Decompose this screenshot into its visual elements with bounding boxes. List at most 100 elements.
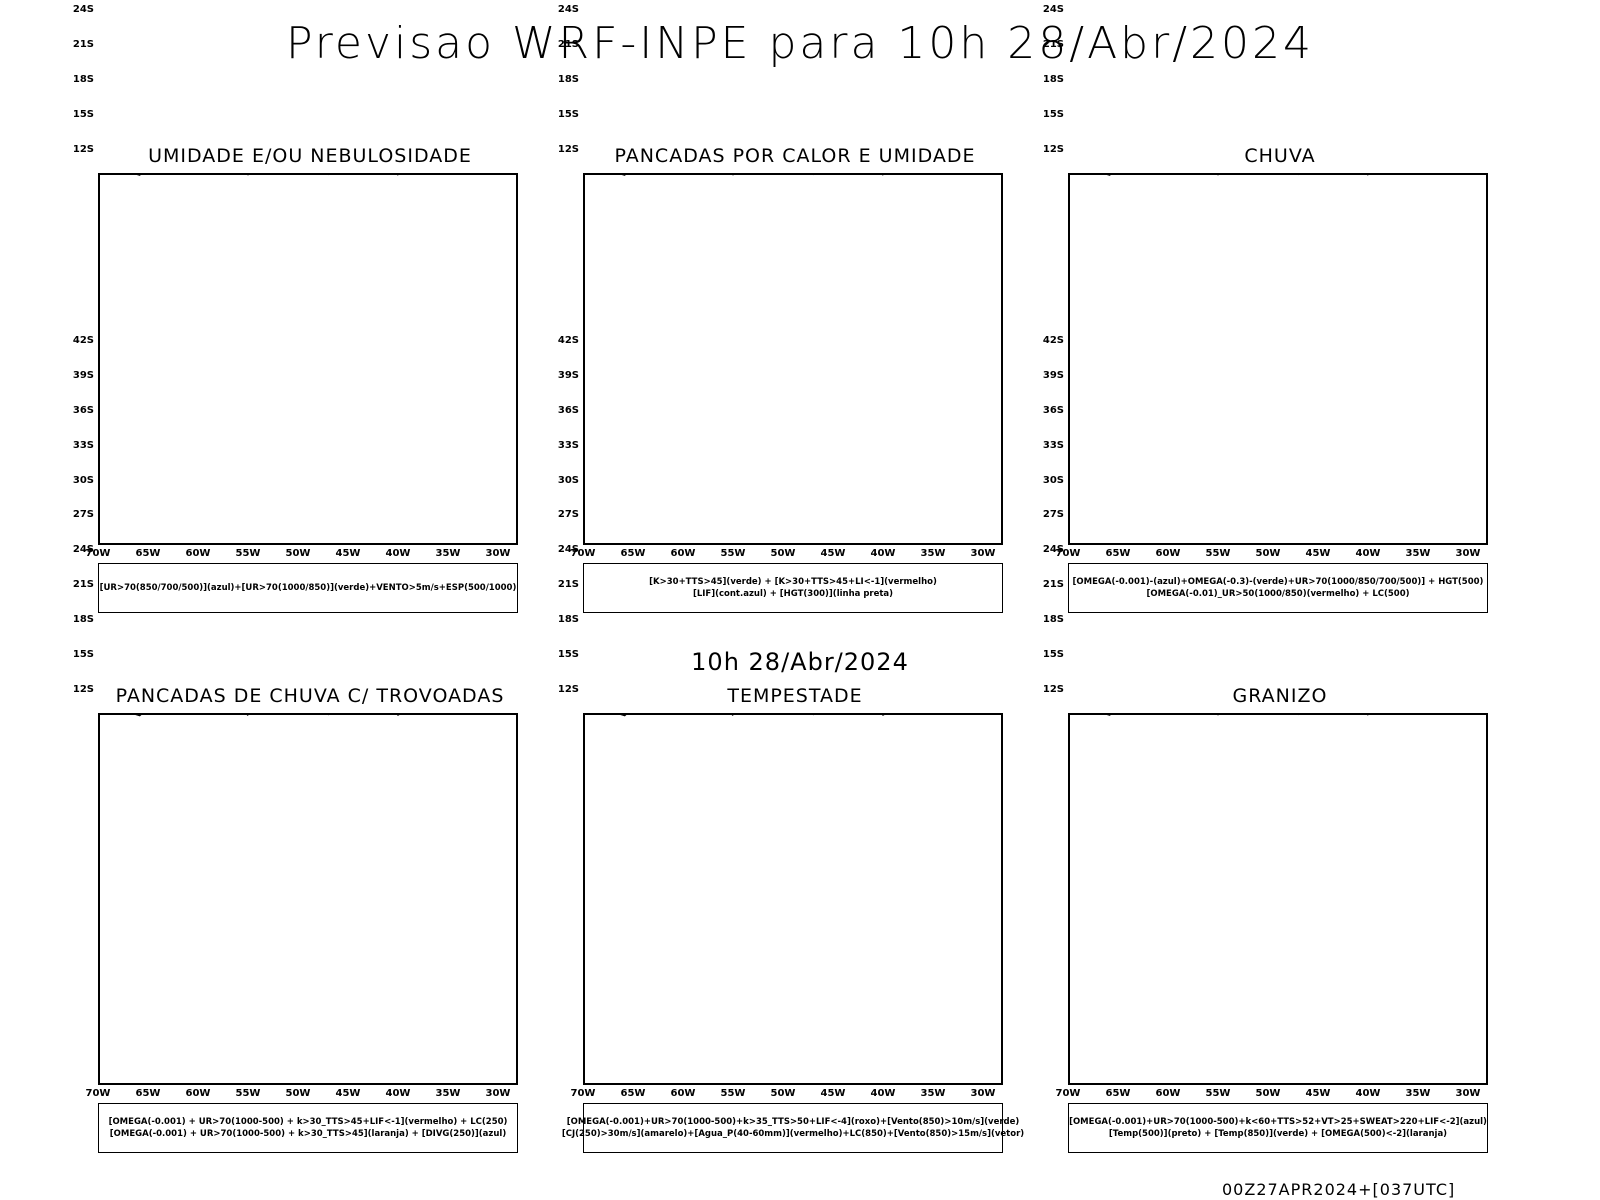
legend-line: [OMEGA(-0.001)-(azul)+OMEGA(-0.3)-(verde… (1072, 577, 1484, 587)
lon-label: 65W (1105, 548, 1131, 559)
lat-label: 33S (1042, 439, 1064, 451)
lon-label: 60W (185, 548, 211, 559)
panel-title: CHUVA (1244, 145, 1316, 167)
lat-label: 21S (1042, 579, 1064, 591)
panel-title: TEMPESTADE (727, 685, 863, 707)
lat-label: 12S (1042, 143, 1064, 155)
lat-label: 18S (557, 614, 579, 625)
lon-label: 30W (1455, 1088, 1481, 1099)
forecast-map: 4045505560 (583, 713, 1003, 1085)
lat-label: 24S (1042, 4, 1064, 16)
lon-label: 50W (285, 1088, 311, 1099)
legend-line: [LIF](cont.azul) + [HGT(300)](linha pret… (692, 589, 894, 599)
lat-label: 12S (557, 683, 579, 695)
lat-label: 27S (72, 509, 94, 521)
lat-label: 30S (557, 474, 579, 486)
lat-label: 18S (557, 74, 579, 85)
lon-label: 60W (1155, 548, 1181, 559)
lon-label: 65W (135, 1088, 161, 1099)
lon-label: 30W (970, 548, 996, 559)
lat-label: 36S (1042, 404, 1064, 416)
lon-label: 30W (485, 548, 511, 559)
panel-umidade: UMIDADE E/OU NEBULOSIDADE 101210161012100… (60, 4, 560, 635)
legend-box: [OMEGA(-0.001)+UR>70(1000-500)+k>35_TTS>… (562, 1103, 1024, 1153)
lat-label: 42S (557, 335, 579, 346)
lon-label: 30W (970, 1088, 996, 1099)
lat-label: 24S (557, 4, 579, 16)
map-svg: 4045505560 (620, 715, 885, 717)
lat-label: 21S (72, 579, 94, 591)
panel-pancadas-trovoadas: PANCADAS DE CHUVA C/ TROVOADAS 12S 15S 18S 2… (60, 335, 560, 1175)
lon-label: 45W (335, 1088, 361, 1099)
panel-title: GRANIZO (1232, 685, 1328, 707)
legend-box: [OMEGA(-0.001)+UR>70(1000-500)+k<60+TTS>… (1068, 1103, 1488, 1153)
panel-title: PANCADAS POR CALOR E UMIDADE (614, 145, 976, 167)
lon-label: 70W (570, 1088, 596, 1099)
lon-label: 40W (870, 548, 896, 559)
panel-title: UMIDADE E/OU NEBULOSIDADE (148, 145, 472, 167)
main-title: Previsao WRF-INPE para 10h 28/Abr/2024 (285, 18, 1314, 69)
lon-label: 55W (1205, 1088, 1231, 1099)
lon-label: 55W (235, 548, 261, 559)
lon-label: 70W (85, 548, 111, 559)
lat-label: 15S (1042, 108, 1064, 120)
lat-label: 36S (557, 404, 579, 416)
lon-label: 60W (185, 1088, 211, 1099)
run-timestamp: 00Z27APR2024+[037UTC] (1222, 1180, 1456, 1199)
lon-label: 70W (85, 1088, 111, 1099)
map-svg: -9-12-15151812 (1106, 715, 1369, 716)
map-svg (135, 715, 400, 717)
lon-label: 35W (435, 1088, 461, 1099)
lat-label: 21S (557, 579, 579, 591)
forecast-map: 5855825795765735705675645615585555525495… (1068, 173, 1488, 545)
lat-label: 36S (72, 404, 94, 416)
lon-label: 40W (385, 548, 411, 559)
legend-line: [OMEGA(-0.001)+UR>70(1000-500)+k<60+TTS>… (1069, 1117, 1487, 1127)
lat-label: 21S (72, 39, 94, 51)
legend-line: [CJ(250)>30m/s](amarelo)+[Agua_P(40-60mm… (561, 1129, 1025, 1139)
legend-box: [OMEGA(-0.001)-(azul)+OMEGA(-0.3)-(verde… (1068, 563, 1488, 613)
lon-label: 55W (1205, 548, 1231, 559)
panel-title: PANCADAS DE CHUVA C/ TROVOADAS (115, 685, 505, 707)
map-svg: 9600952094409360928092009120904096809680… (621, 175, 884, 176)
lat-label: 15S (72, 108, 94, 120)
forecast-map: -9-12-15151812 (1068, 713, 1488, 1085)
lat-label: 39S (1042, 369, 1064, 381)
lon-label: 65W (135, 548, 161, 559)
lon-label: 30W (1455, 548, 1481, 559)
lon-label: 45W (820, 1088, 846, 1099)
legend-box: [UR>70(850/700/500)](azul)+[UR>70(1000/8… (98, 563, 518, 613)
lon-label: 65W (620, 1088, 646, 1099)
lon-label: 35W (1405, 1088, 1431, 1099)
lat-label: 30S (72, 474, 94, 486)
lon-label: 45W (335, 548, 361, 559)
lat-label: 24S (72, 544, 94, 556)
legend-line: [UR>70(850/700/500)](azul)+[UR>70(1000/8… (99, 583, 517, 593)
lon-label: 55W (235, 1088, 261, 1099)
lon-label: 45W (1305, 548, 1331, 559)
lon-label: 35W (920, 548, 946, 559)
lat-label: 27S (1042, 509, 1064, 521)
lon-label: 55W (720, 548, 746, 559)
lat-label: 18S (72, 74, 94, 85)
lat-label: 15S (1042, 648, 1064, 660)
lon-label: 50W (770, 1088, 796, 1099)
lon-label: 60W (1155, 1088, 1181, 1099)
legend-line: [OMEGA(-0.001) + UR>70(1000-500) + k>30_… (109, 1129, 507, 1139)
legend-line: [OMEGA(-0.001) + UR>70(1000-500) + k>30_… (108, 1117, 508, 1127)
lon-label: 40W (870, 1088, 896, 1099)
map-svg: 5855825795765735705675645615585555525495… (1106, 175, 1369, 176)
legend-box: [K>30+TTS>45](verde) + [K>30+TTS>45+LI<-… (583, 563, 1003, 613)
lon-label: 70W (1055, 548, 1081, 559)
lat-label: 15S (72, 648, 94, 660)
lat-label: 33S (557, 439, 579, 451)
legend-box: [OMEGA(-0.001) + UR>70(1000-500) + k>30_… (98, 1103, 518, 1153)
lon-label: 35W (1405, 548, 1431, 559)
lon-label: 55W (720, 1088, 746, 1099)
lat-label: 12S (1042, 683, 1064, 695)
legend-line: [OMEGA(-0.001)+UR>70(1000-500)+k>35_TTS>… (566, 1117, 1020, 1127)
panel-granizo: GRANIZO -9-12-15151812 12S 15S 18S 21S 24S 27S 3… (1030, 335, 1530, 1175)
lat-label: 27S (557, 509, 579, 521)
lat-label: 15S (557, 108, 579, 120)
panel-tempestade: TEMPESTADE 4045505560 12S 15S 18S 21S 24S 27S 30… (545, 335, 1045, 1175)
